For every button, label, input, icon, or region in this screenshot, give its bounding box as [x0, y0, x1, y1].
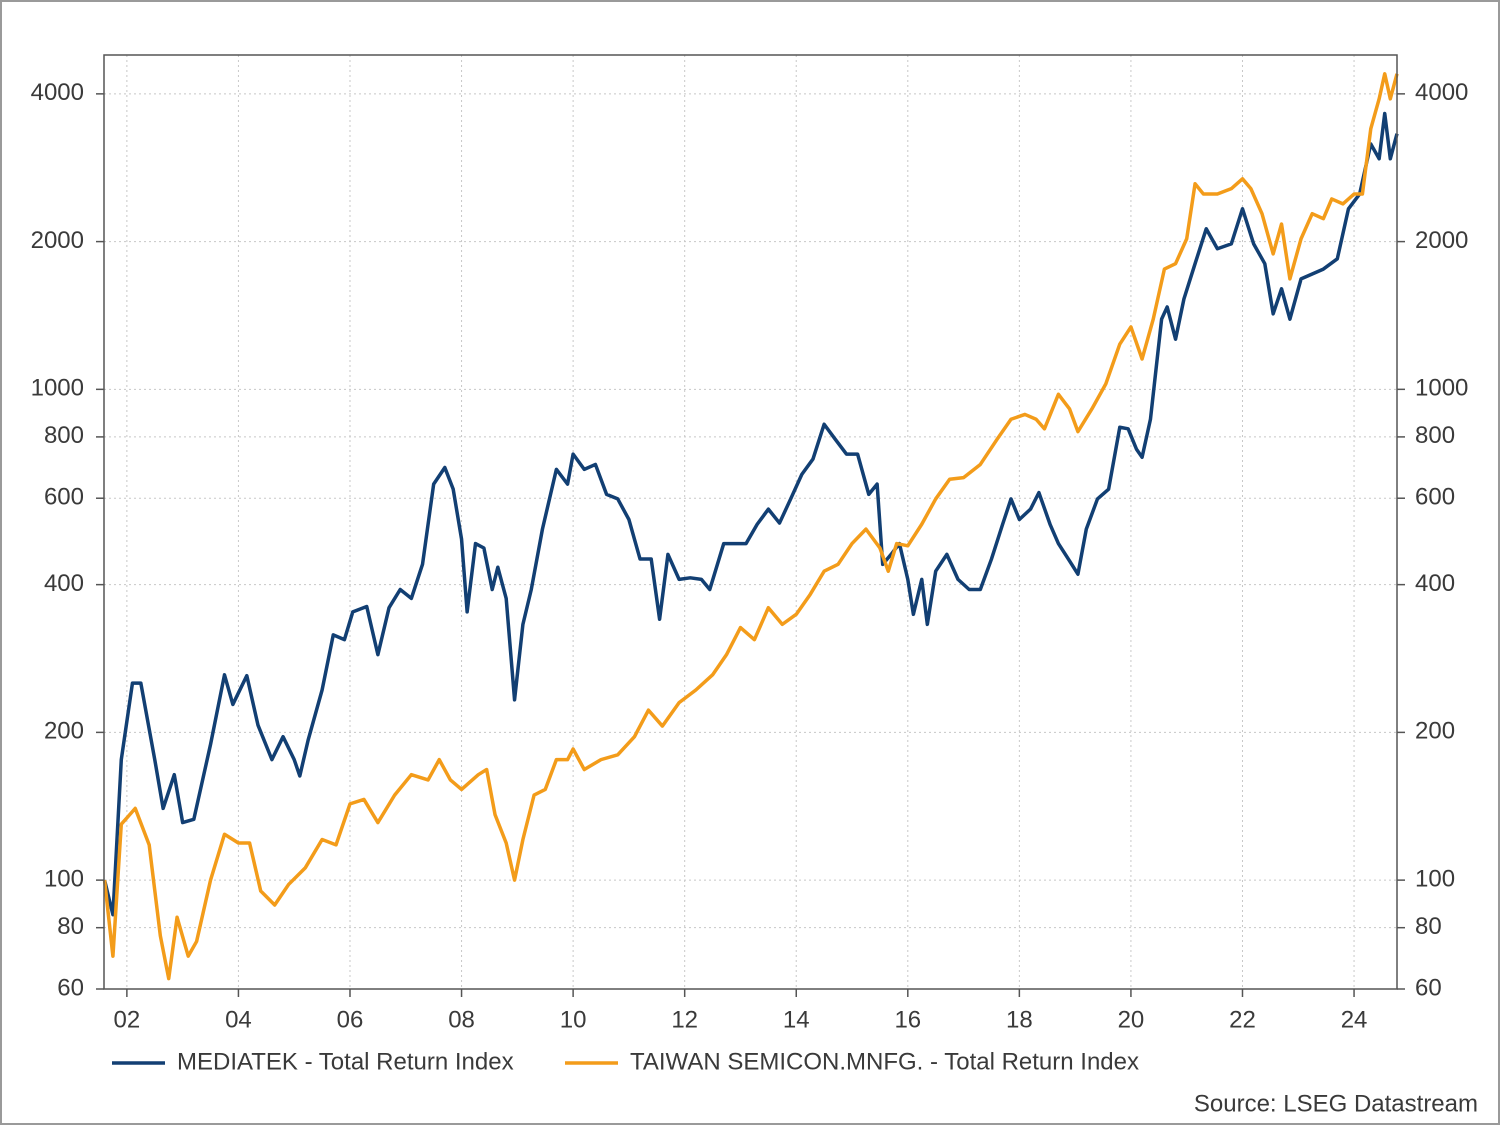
y-tick-label: 1000	[31, 375, 84, 402]
y-tick-label: 2000	[31, 227, 84, 254]
x-tick-label: 10	[560, 1006, 587, 1033]
x-tick-label: 02	[114, 1006, 141, 1033]
y2-tick-label: 60	[1415, 974, 1442, 1001]
x-tick-label: 14	[783, 1006, 810, 1033]
y-tick-label: 800	[44, 422, 84, 449]
y2-tick-label: 400	[1415, 570, 1455, 597]
y-tick-label: 4000	[31, 79, 84, 106]
legend-label: TAIWAN SEMICON.MNFG. - Total Return Inde…	[630, 1048, 1139, 1075]
y2-tick-label: 1000	[1415, 375, 1468, 402]
x-tick-label: 18	[1006, 1006, 1033, 1033]
y-tick-label: 200	[44, 718, 84, 745]
y2-tick-label: 2000	[1415, 227, 1468, 254]
x-tick-label: 08	[448, 1006, 475, 1033]
plot-frame	[103, 54, 1398, 990]
y2-tick-label: 100	[1415, 865, 1455, 892]
series-line	[102, 111, 1399, 917]
x-tick-label: 06	[337, 1006, 364, 1033]
legend-label: MEDIATEK - Total Return Index	[177, 1048, 514, 1075]
lines	[102, 72, 1399, 981]
y-tick-label: 600	[44, 484, 84, 511]
y-tick-label: 400	[44, 570, 84, 597]
x-tick-label: 12	[671, 1006, 698, 1033]
x-tick-label: 20	[1118, 1006, 1145, 1033]
x-tick-label: 04	[225, 1006, 252, 1033]
y2-tick-label: 80	[1415, 913, 1442, 940]
y-tick-label: 80	[57, 913, 84, 940]
y2-tick-label: 4000	[1415, 79, 1468, 106]
legend: MEDIATEK - Total Return Index TAIWAN SEMI…	[112, 1048, 1139, 1075]
series-line	[102, 72, 1399, 981]
source-note: Source: LSEG Datastream	[1194, 1090, 1478, 1117]
y2-tick-label: 800	[1415, 422, 1455, 449]
x-tick-label: 24	[1341, 1006, 1368, 1033]
y2-tick-label: 200	[1415, 718, 1455, 745]
x-tick-label: 16	[894, 1006, 921, 1033]
x-tick-label: 22	[1229, 1006, 1256, 1033]
y-tick-label: 60	[57, 974, 84, 1001]
y-tick-label: 100	[44, 865, 84, 892]
axes: 60 60 80 80 100 100 200 200 400 400 600 600 800 800 10…	[31, 79, 1469, 1033]
y2-tick-label: 600	[1415, 484, 1455, 511]
